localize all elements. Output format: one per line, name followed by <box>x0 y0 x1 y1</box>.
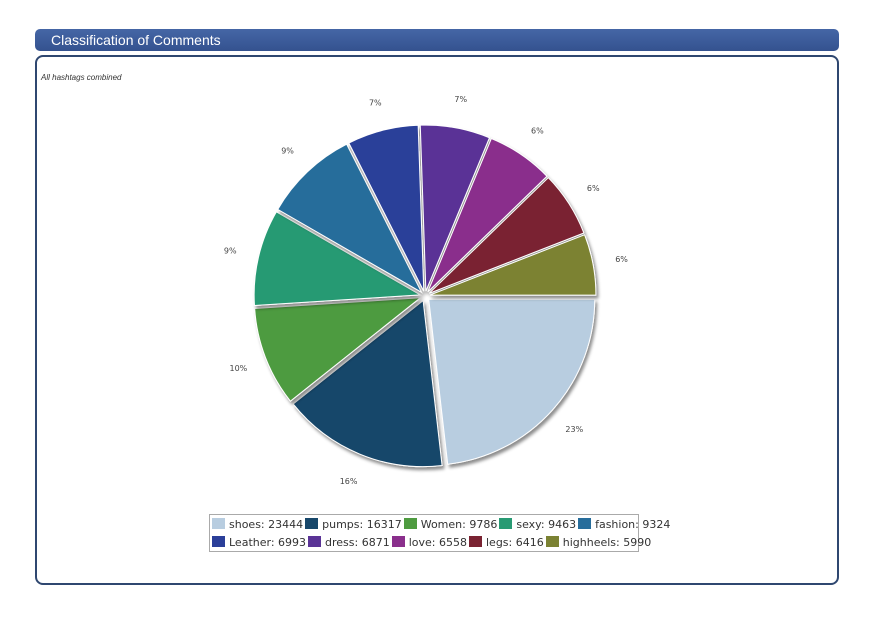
legend-row: shoes: 23444 pumps: 16317 Women: 9786 sexy:… <box>212 517 672 533</box>
legend-label: fashion: 9324 <box>595 518 671 531</box>
pie-slice-dress <box>419 124 491 292</box>
legend-swatch <box>545 536 559 547</box>
pie-label-sexy: 9% <box>224 246 237 255</box>
legend-swatch <box>212 518 225 529</box>
legend-item-sexy: sexy: 9463 <box>499 517 576 533</box>
pie-slices <box>253 124 597 468</box>
pie-label-leather: 7% <box>369 98 382 107</box>
legend-label: pumps: 16317 <box>322 518 402 531</box>
legend-swatch <box>305 518 319 529</box>
chart-header-title: Classification of Comments <box>51 32 221 48</box>
legend-label: Leather: 6993 <box>229 536 307 549</box>
legend-label: sexy: 9463 <box>516 518 577 531</box>
chart-header-bar: Classification of Comments <box>35 29 839 51</box>
legend-item-dress: dress: 6871 <box>308 535 390 551</box>
pie-slice-leather <box>348 124 425 292</box>
pie-slice-shoes <box>428 298 596 465</box>
legend-swatch <box>469 536 482 547</box>
pie-slice-fashion <box>277 143 423 294</box>
legend-label: dress: 6871 <box>325 536 390 549</box>
legend-item-legs: legs: 6416 <box>469 535 544 551</box>
legend-label: highheels: 5990 <box>562 536 652 549</box>
legend-label: legs: 6416 <box>486 536 544 549</box>
chart-legend: shoes: 23444 pumps: 16317 Women: 9786 sexy:… <box>209 514 670 552</box>
legend-swatch <box>499 518 513 529</box>
pie-label-dress: 7% <box>454 95 467 104</box>
legend-item-love: love: 6558 <box>391 535 467 551</box>
pie-slice-legs <box>428 176 585 294</box>
pie-label-shoes: 23% <box>565 425 583 434</box>
legend-item-fashion: fashion: 9324 <box>578 517 670 533</box>
legend-label: Women: 9786 <box>420 518 498 531</box>
pie-label-legs: 6% <box>587 184 600 193</box>
legend-label: shoes: 23444 <box>229 518 304 531</box>
pie-slice-pumps <box>292 299 443 468</box>
legend-item-pumps: pumps: 16317 <box>305 517 402 533</box>
legend-swatch <box>403 518 417 529</box>
pie-label-pumps: 16% <box>340 477 358 486</box>
pie-label-women: 10% <box>230 364 248 373</box>
chart-subtitle: All hashtags combined <box>41 73 122 82</box>
legend-item-highheels: highheels: 5990 <box>545 535 652 551</box>
pie-percent-labels: 23% 16% 10% 9% 9% 7% 7% 6% 6% 6% <box>224 95 628 486</box>
pie-label-fashion: 9% <box>281 147 294 156</box>
legend-swatch <box>212 536 225 547</box>
legend-item-women: Women: 9786 <box>403 517 498 533</box>
pie-slice-women <box>254 297 422 402</box>
pie-label-love: 6% <box>531 127 544 136</box>
pie-slice-love <box>427 137 548 293</box>
pie-slice-sexy <box>253 211 422 307</box>
legend-item-shoes: shoes: 23444 <box>212 517 303 533</box>
legend-swatch <box>391 536 405 547</box>
pie-label-highheels: 6% <box>615 255 628 264</box>
legend-row: Leather: 6993 dress: 6871 love: 6558 legs: … <box>212 535 653 551</box>
legend-label: love: 6558 <box>408 536 467 549</box>
legend-swatch <box>578 518 592 529</box>
legend-item-leather: Leather: 6993 <box>212 535 306 551</box>
legend-swatch <box>308 536 322 547</box>
pie-slice-highheels <box>429 234 597 296</box>
